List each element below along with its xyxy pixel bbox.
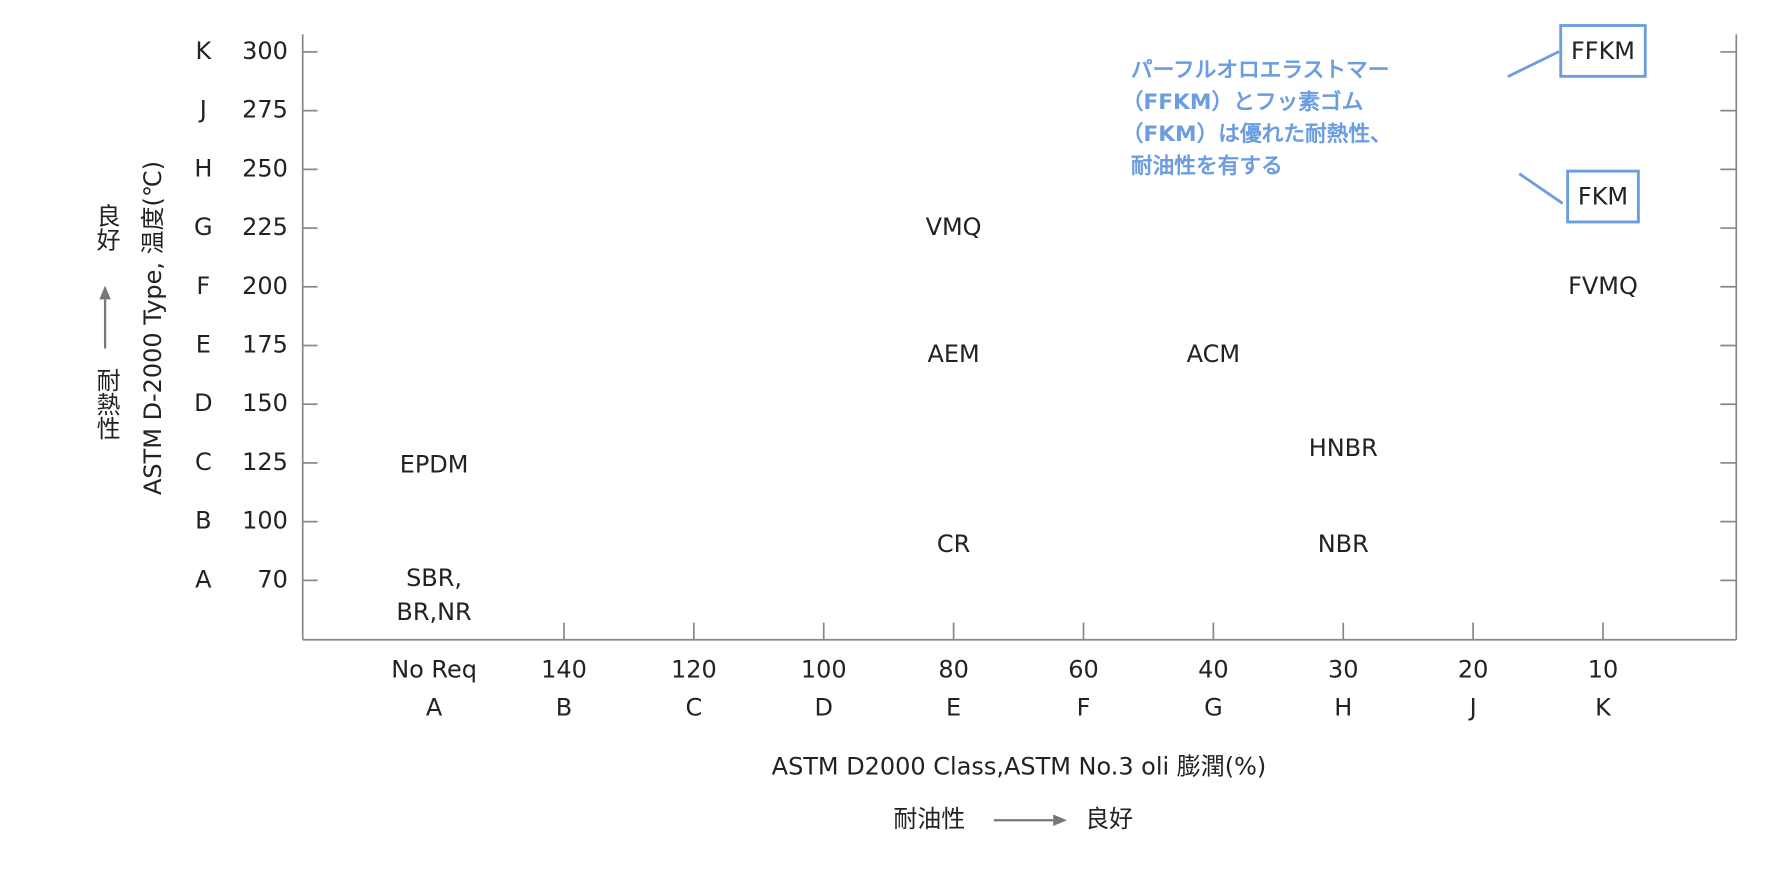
y-tick-grade: B (195, 507, 211, 535)
arrow-head (1053, 814, 1067, 826)
point-label: ACM (1187, 340, 1240, 368)
annotation: （FKM）は優れた耐熱性、 (1122, 121, 1392, 147)
y-tick-label: 70 (257, 565, 288, 593)
y-tick-grade: E (196, 331, 211, 359)
x-tick-class: A (426, 693, 443, 721)
x-tick-label: 10 (1588, 656, 1619, 684)
y-tick-label: 300 (242, 37, 288, 65)
x-tick-class: K (1595, 693, 1612, 721)
annotation: 耐油性を有する (1131, 153, 1283, 179)
y-note: 耐熱性 (92, 368, 120, 440)
point-label: FVMQ (1568, 272, 1638, 300)
y-tick-grade: F (196, 272, 210, 300)
arrow-head (99, 285, 111, 300)
x-note: 良好 (1085, 805, 1133, 833)
y-tick-label: 100 (242, 507, 288, 535)
point-label: HNBR (1309, 434, 1378, 462)
y-tick-label: 175 (242, 331, 288, 359)
x-tick-label: 30 (1328, 656, 1359, 684)
point-label: VMQ (926, 213, 982, 241)
point-label: EPDM (400, 450, 469, 478)
y-tick-grade: H (194, 154, 212, 182)
x-tick-label: No Req (391, 656, 477, 684)
y-tick-label: 275 (242, 96, 288, 124)
x-tick-label: 140 (541, 656, 587, 684)
y-tick-grade: D (194, 389, 212, 417)
annotation: （FFKM）とフッ素ゴム (1122, 89, 1364, 115)
point-label: NBR (1318, 530, 1369, 558)
y-tick-label: 225 (242, 213, 288, 241)
x-tick-label: 40 (1198, 656, 1229, 684)
x-tick-label: 60 (1068, 656, 1099, 684)
point-label: AEM (927, 340, 979, 368)
y-tick-grade: K (195, 37, 212, 65)
x-tick-label: 80 (938, 656, 969, 684)
y-tick-label: 150 (242, 389, 288, 417)
y-note: 良好 (92, 203, 120, 251)
highlight-box (1566, 169, 1640, 224)
y-tick-grade: C (195, 448, 212, 476)
point-label: SBR, BR,NR (396, 564, 471, 626)
x-tick-class: E (946, 693, 961, 721)
x-tick-label: 20 (1458, 656, 1489, 684)
y-tick-grade: G (194, 213, 213, 241)
x-title: ASTM D2000 Class,ASTM No.3 oli 膨潤(%) (772, 753, 1267, 781)
y-tick-grade: A (195, 565, 212, 593)
x-tick-class: J (1468, 693, 1477, 721)
x-tick-class: B (556, 693, 572, 721)
y-tick-label: 250 (242, 154, 288, 182)
leader-line (1518, 172, 1564, 205)
point-label: FKM (1578, 183, 1628, 211)
x-tick-label: 120 (671, 656, 717, 684)
x-tick-class: C (685, 693, 702, 721)
x-tick-label: 100 (801, 656, 847, 684)
y-tick-grade: J (198, 96, 207, 124)
point-label-line: BR,NR (396, 598, 471, 626)
x-tick-class: H (1334, 693, 1352, 721)
x-tick-class: F (1077, 693, 1091, 721)
y-title: ASTM D-2000 Type, 温度(℃) (139, 161, 167, 495)
point-label-line: SBR, (406, 564, 462, 592)
point-label: FFKM (1571, 37, 1635, 65)
x-tick-class: G (1204, 693, 1223, 721)
annotation: パーフルオロエラストマー (1131, 58, 1390, 83)
y-tick-label: 125 (242, 448, 288, 476)
leader-line (1507, 50, 1560, 78)
y-tick-label: 200 (242, 272, 288, 300)
point-label: CR (937, 530, 970, 558)
highlight-box (1559, 24, 1647, 78)
x-note: 耐油性 (893, 805, 965, 833)
x-tick-class: D (814, 693, 832, 721)
